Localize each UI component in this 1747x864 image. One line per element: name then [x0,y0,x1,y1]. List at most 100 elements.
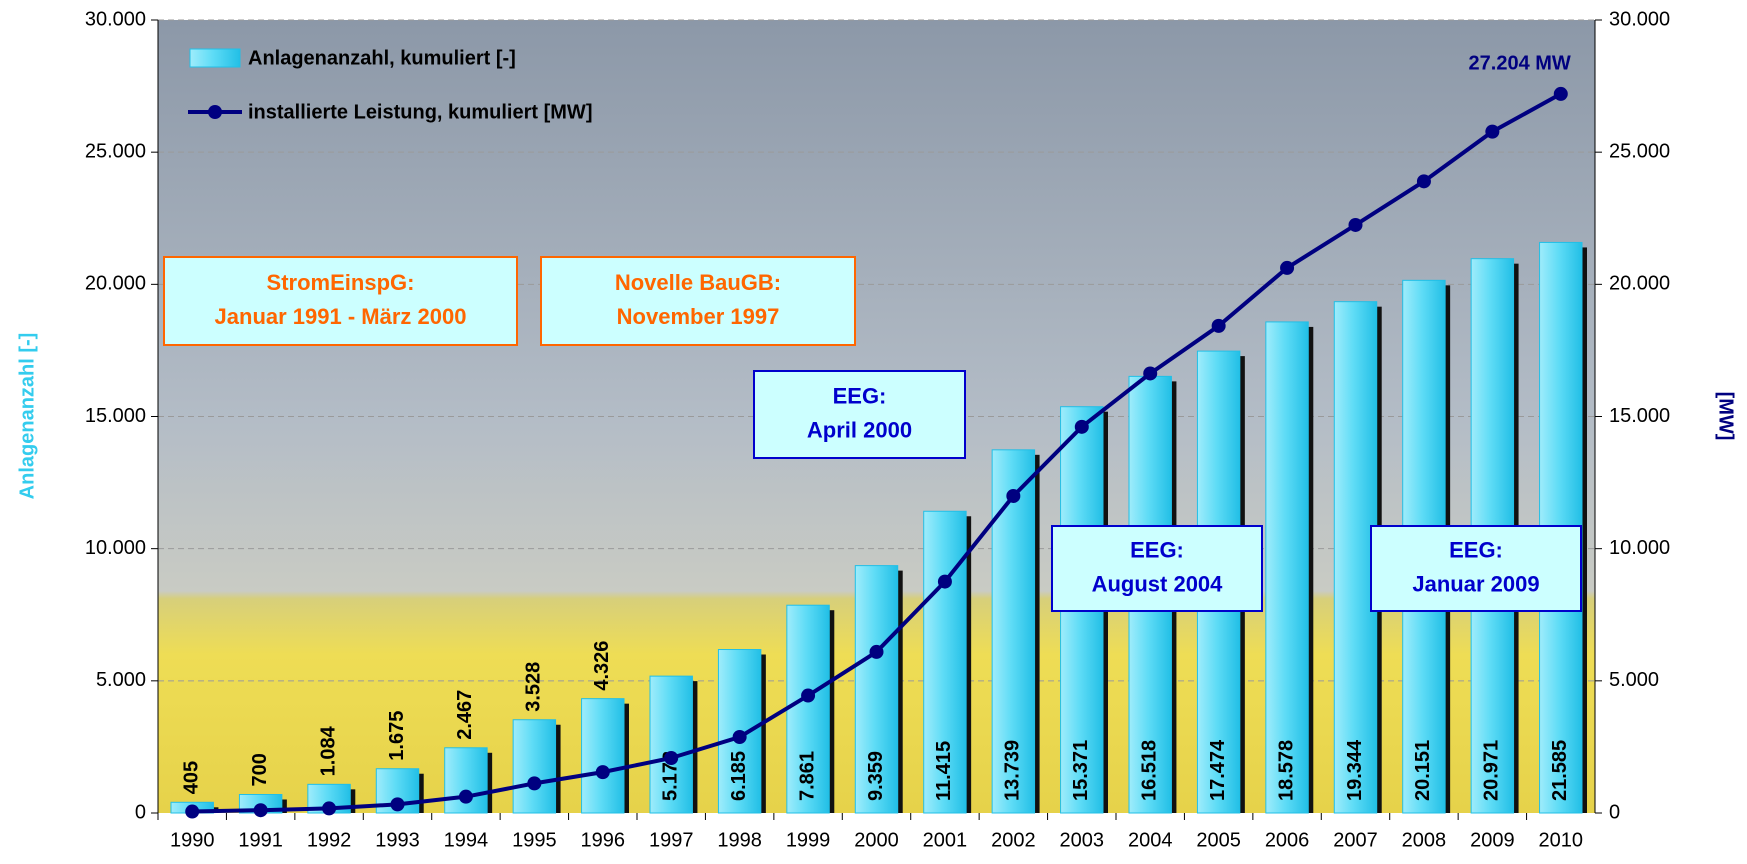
y-tick-label: 10.000 [85,537,146,559]
annotation-box [1051,525,1263,612]
y-tick-label: 5.000 [96,669,146,691]
end-label: 27.204 MW [1469,52,1571,74]
y-tick-label: 15.000 [85,405,146,427]
line-marker [458,789,473,804]
line-marker [527,776,542,791]
legend: Anlagenanzahl, kumuliert [-] installiert… [188,47,592,123]
y2-tick-label: 20.000 [1609,273,1670,295]
x-tick-label: 1994 [444,829,489,851]
annotation-box [753,370,966,459]
line-marker [732,730,747,745]
x-tick-label: 2000 [854,829,899,851]
data-label: 20.151 [1412,740,1434,801]
line-marker [937,574,952,589]
y-tick-label: 25.000 [85,140,146,162]
bar [854,565,899,814]
line-marker [1211,318,1226,333]
x-tick-label: 1993 [375,829,420,851]
y2-axis-label: [MW] [1715,392,1737,441]
x-tick-label: 2005 [1196,829,1241,851]
line-marker [1485,124,1500,139]
line-marker [185,804,200,819]
annotation-box [1370,525,1582,612]
data-label: 3.528 [523,662,545,712]
line-marker [322,801,337,816]
x-tick-label: 1995 [512,829,557,851]
bar [786,604,830,814]
line-marker [1006,488,1021,503]
x-tick-label: 1991 [238,829,283,851]
y2-tick-label: 5.000 [1609,669,1659,691]
line-marker [1074,419,1089,434]
data-label: 9.359 [865,751,887,801]
x-tick-label: 2007 [1333,829,1378,851]
line-marker [253,803,268,818]
data-label: 5.178 [659,751,681,801]
y-axis-label: Anlagenanzahl [-] [16,333,38,500]
x-tick-label: 2001 [923,829,968,851]
data-label: 700 [249,753,271,786]
y-tick-label: 20.000 [85,273,146,295]
annotation-text: Januar 1991 - März 2000 [215,304,467,329]
data-label: 4.326 [591,641,613,691]
line-marker [390,797,405,812]
bar [581,698,625,814]
bar [991,449,1036,814]
data-label: 20.971 [1481,740,1503,801]
legend-label: Anlagenanzahl, kumuliert [-] [248,47,516,69]
line-marker [1143,366,1158,381]
legend-swatch-marker [208,105,222,119]
x-tick-label: 2004 [1128,829,1173,851]
x-tick-label: 2009 [1470,829,1515,851]
annotation-text: Novelle BauGB: [615,270,781,295]
data-label: 15.371 [1070,740,1092,801]
line-marker [664,750,679,765]
line-marker [1553,86,1568,101]
y2-tick-label: 10.000 [1609,537,1670,559]
annotation-text: StromEinspG: [267,270,415,295]
y2-tick-label: 15.000 [1609,405,1670,427]
annotation-box [163,256,518,346]
annotation-box [540,256,856,346]
data-label: 21.585 [1549,740,1571,801]
x-tick-label: 2006 [1265,829,1310,851]
annotation-text: EEG: [1449,537,1503,562]
x-tick-label: 1997 [649,829,694,851]
data-label: 17.474 [1207,739,1229,801]
data-label: 2.467 [454,690,476,740]
y2-tick-label: 0 [1609,801,1620,823]
line-marker [1416,174,1431,189]
data-label: 16.518 [1138,740,1160,801]
data-label: 6.185 [728,751,750,801]
line-marker [1280,260,1295,275]
x-tick-label: 2002 [991,829,1036,851]
y-tick-label: 30.000 [85,8,146,30]
data-label: 18.578 [1275,740,1297,801]
annotation-text: EEG: [833,383,887,408]
data-label: 7.861 [796,751,818,801]
annotation-text: August 2004 [1092,571,1224,596]
data-label: 13.739 [1002,740,1024,801]
annotation-text: EEG: [1130,537,1184,562]
x-tick-label: 1990 [170,829,215,851]
x-tick-label: 1996 [581,829,626,851]
line-marker [801,688,816,703]
data-label: 1.084 [317,725,339,776]
bar [1265,321,1309,814]
line-marker [869,644,884,659]
bar [1333,301,1378,814]
legend-label: installierte Leistung, kumuliert [MW] [248,101,592,123]
y2-tick-label: 25.000 [1609,140,1670,162]
x-tick-label: 2003 [1060,829,1105,851]
data-label: 1.675 [386,711,408,761]
annotation-text: November 1997 [617,304,780,329]
x-tick-label: 2010 [1539,829,1584,851]
data-label: 405 [180,761,202,794]
data-label: 19.344 [1344,739,1366,801]
annotation-text: Januar 2009 [1412,571,1539,596]
data-label: 11.415 [933,741,955,801]
bar [649,675,693,814]
y2-tick-label: 30.000 [1609,8,1670,30]
annotation-text: April 2000 [807,417,912,442]
